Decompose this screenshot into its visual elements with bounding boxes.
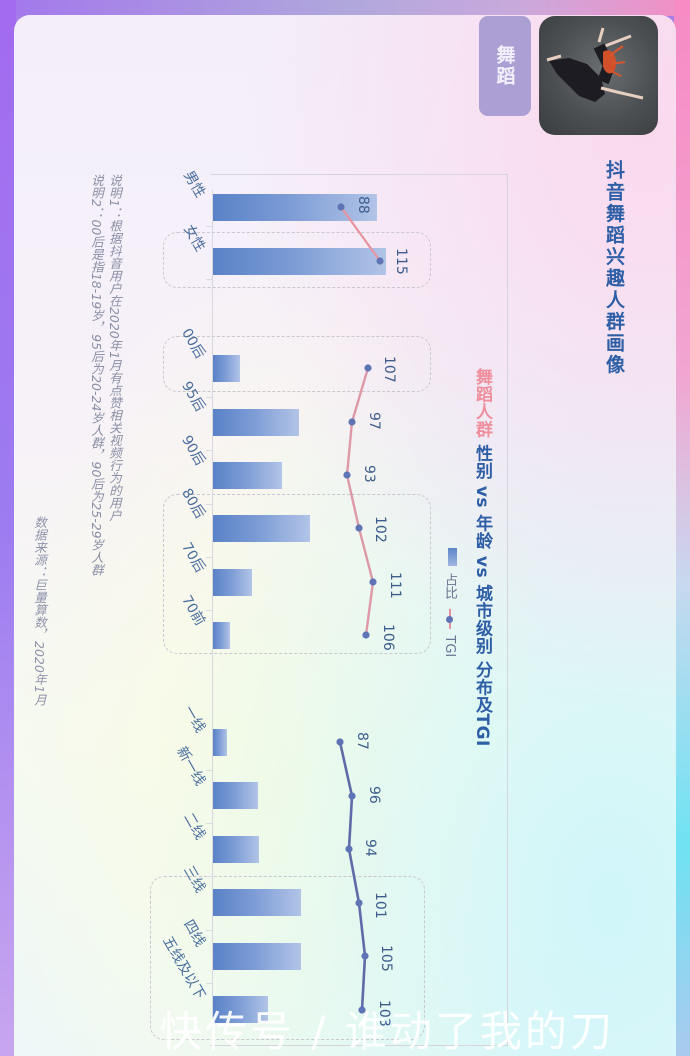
bar-00s [213,355,240,382]
tgi-value: 101 [372,892,388,919]
tgi-value: 111 [387,572,403,599]
tgi-value: 102 [372,516,388,543]
bar-tier1 [213,729,227,756]
tgi-value: 88 [355,196,371,214]
tgi-value: 96 [366,786,382,804]
dancer-photo [539,16,658,135]
axis-tick [206,983,212,984]
category-tag: 舞蹈 [479,16,531,116]
axis-tick [206,279,212,280]
bar-80s [213,515,310,542]
bar-70s [213,569,252,596]
chart-legend: 占比 TGI [440,548,459,657]
bar-90s [213,462,282,489]
chart-title-main: 性别 vs 年龄 vs 城市级别 分布及TGI [472,438,492,747]
axis-tick [206,397,212,398]
bar-tier4 [213,943,301,970]
axis-tick [206,770,212,771]
bar-pre70 [213,622,230,649]
data-source: 数据来源：巨量算数，2020年1月 [32,516,47,706]
tgi-value: 105 [378,945,394,972]
axis-tick [206,876,212,877]
tgi-value: 103 [376,1000,392,1027]
note-2: 说明2：00后是指18-19岁，95后为20-24岁人群，90后为25-29岁人… [89,174,104,577]
tgi-value: 93 [361,465,377,483]
chart-frame [210,174,508,1046]
axis-tick [206,823,212,824]
axis-tick [206,504,212,505]
frame-right-border [674,0,690,1056]
highlight-box-gender [163,232,431,288]
note-1: 说明1：根据抖音用户在2020年1月有点赞相关视频行为的用户 [107,174,122,522]
tgi-value: 87 [354,732,370,750]
category-tag-label: 舞蹈 [493,45,516,87]
bar-legend-swatch-icon [448,548,457,566]
frame-top-border [0,0,690,16]
highlight-box-00 [163,336,431,392]
highlight-box-older-ages [163,494,431,654]
axis-tick [206,226,212,227]
bar-male [213,194,377,221]
bar-tier5-below [213,996,268,1023]
dancer-silhouette-icon [546,27,644,102]
axis-tick [206,450,212,451]
tgi-value: 94 [362,839,378,857]
tgi-value: 115 [393,248,409,275]
axis-tick [206,557,212,558]
watermark: 快传号 / 谁动了我的刀 [160,1007,615,1056]
category-axis [212,190,213,1040]
legend-line-label: TGI [442,635,457,658]
bar-female [213,248,386,275]
tgi-value: 97 [366,412,382,430]
bar-95s [213,409,299,436]
chart-title-highlight: 舞蹈人群 [472,368,492,438]
highlight-box-lower-tier-cities [150,876,425,1040]
tgi-value: 107 [381,356,397,383]
bar-tier2 [213,836,259,863]
axis-tick [206,610,212,611]
legend-bar-label: 占比 [442,573,457,600]
chart-title: 舞蹈人群 性别 vs 年龄 vs 城市级别 分布及TGI [470,368,495,747]
line-legend-marker-icon [445,609,454,630]
page-title: 抖音舞蹈兴趣人群画像 [603,160,625,376]
frame-left-border [0,0,16,1056]
tgi-value: 106 [380,624,396,651]
bar-tier3 [213,889,301,916]
bar-new-tier1 [213,782,258,809]
axis-tick [206,930,212,931]
